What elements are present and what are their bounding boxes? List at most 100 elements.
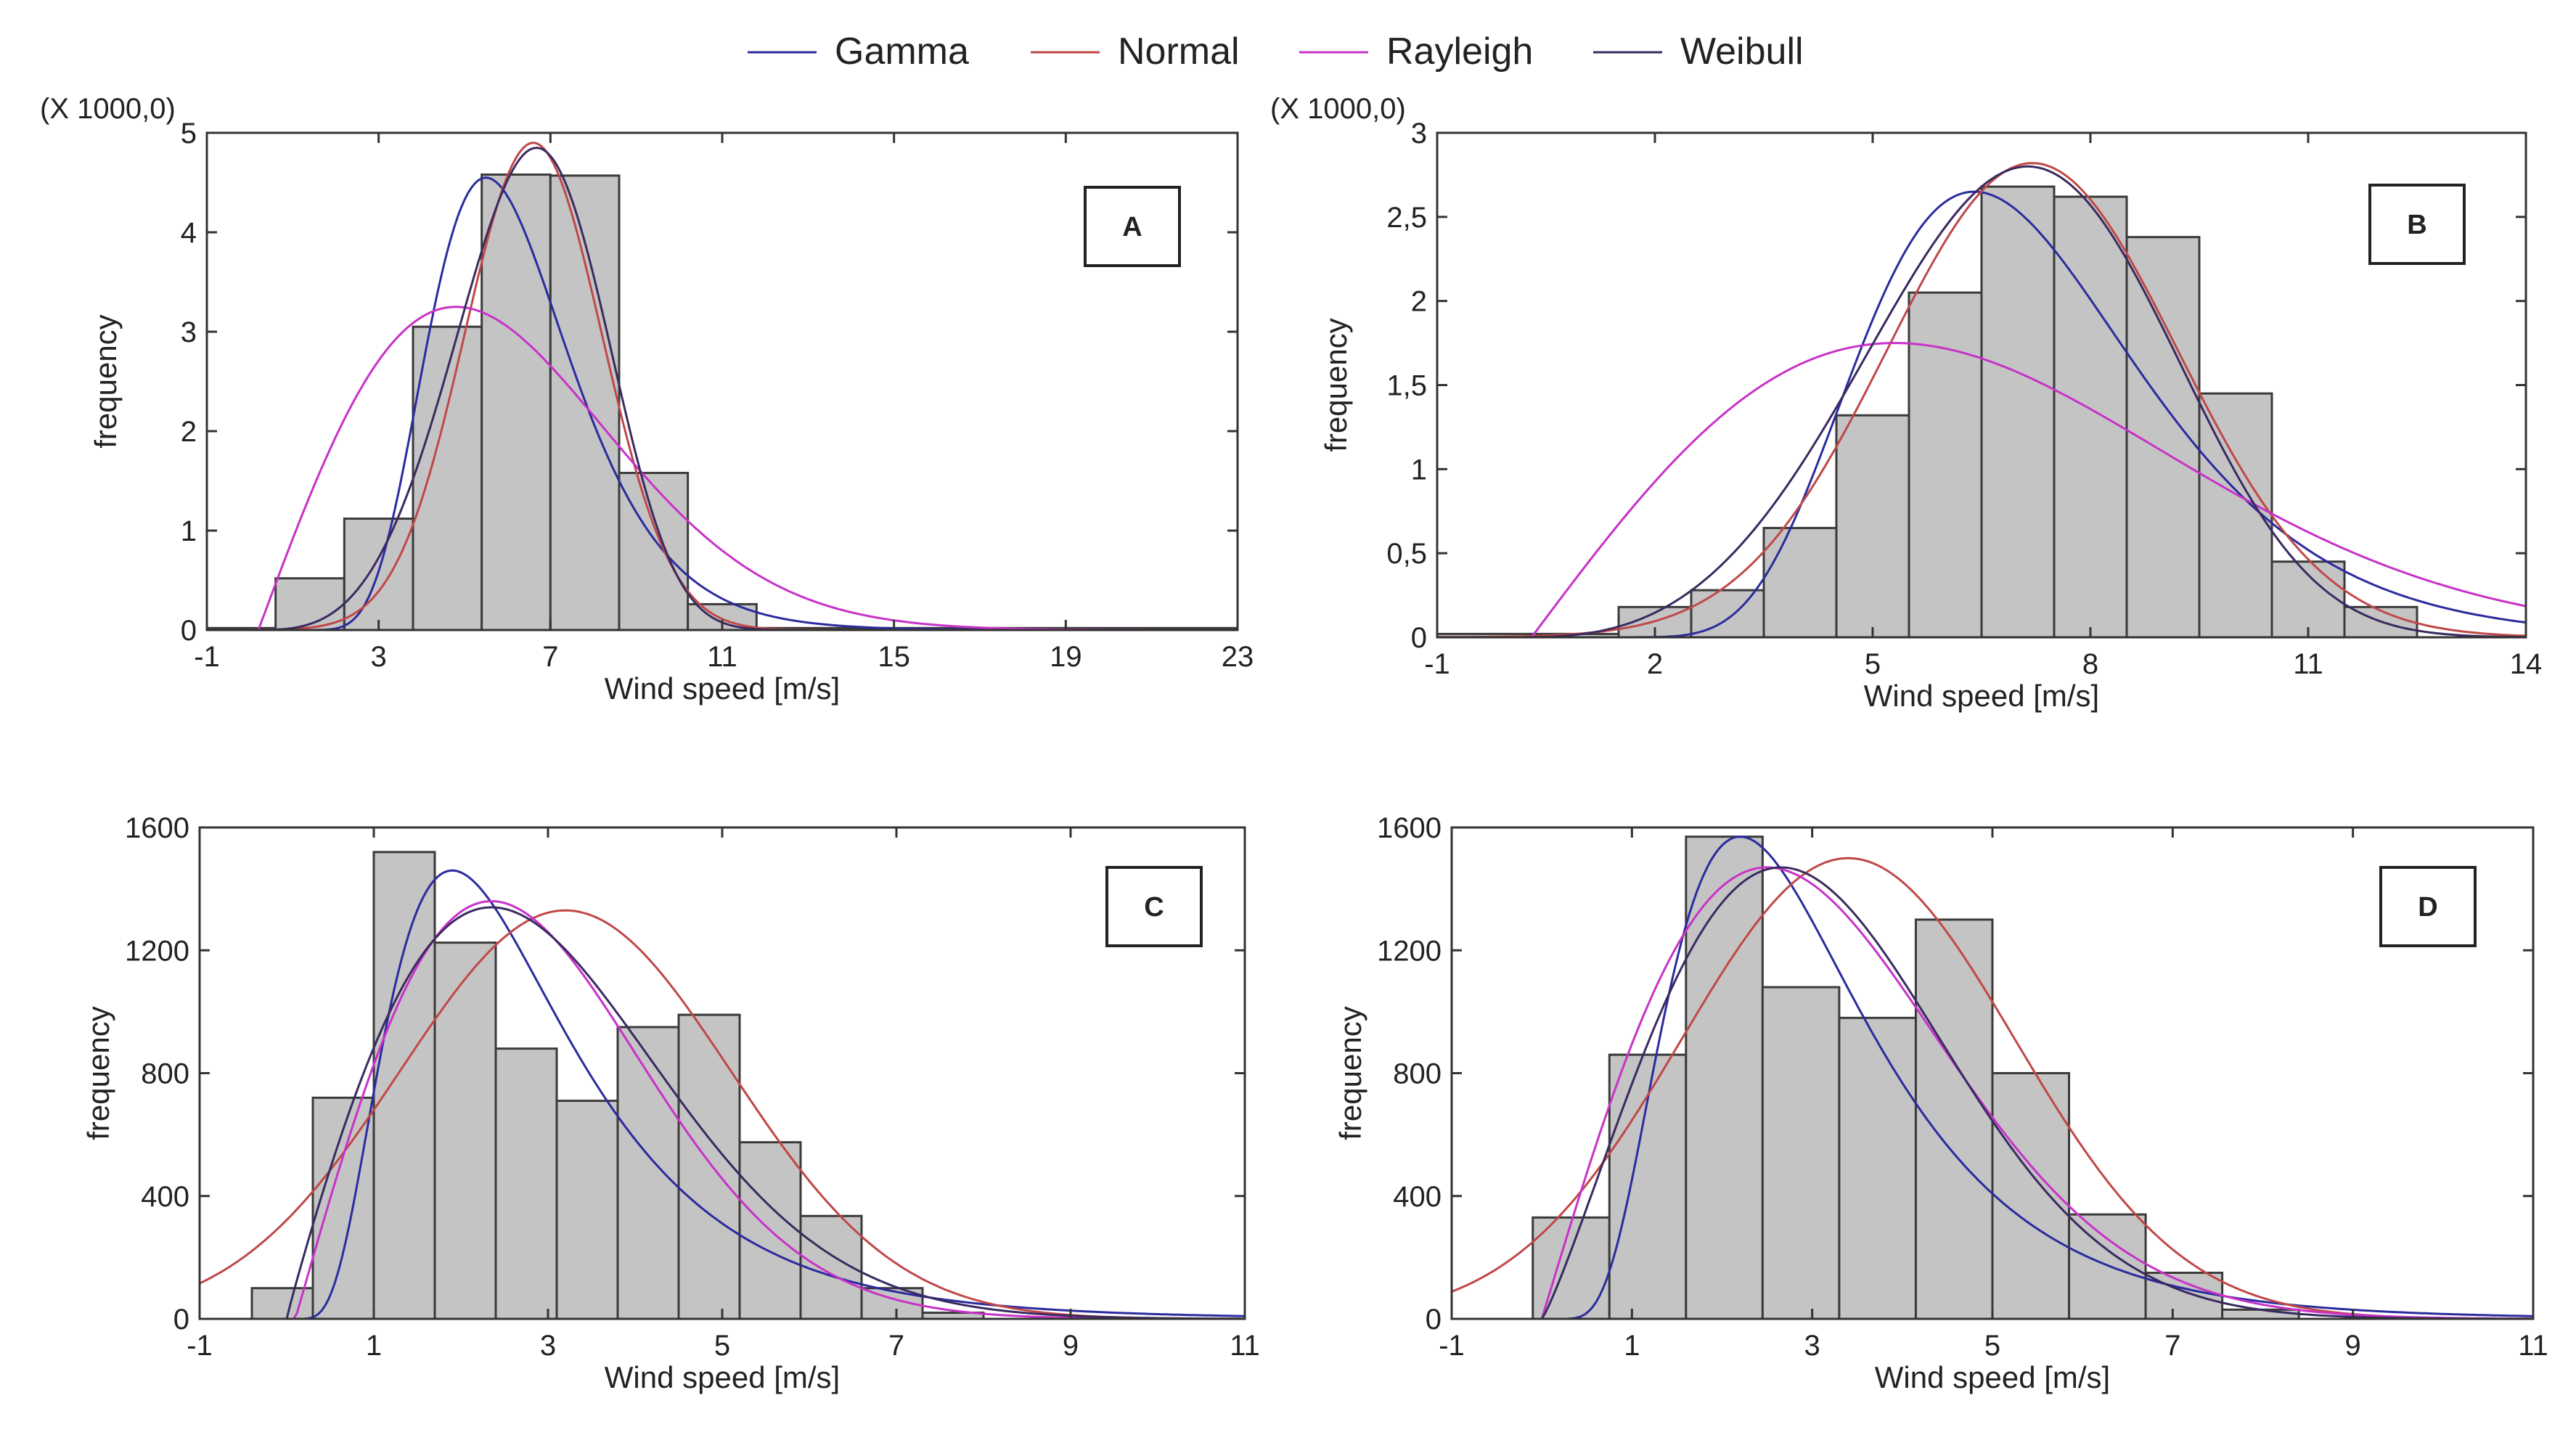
y-tick-label: 3 — [1411, 118, 1427, 150]
histogram-bar — [2198, 392, 2273, 639]
x-tick-label: 8 — [2082, 648, 2098, 680]
x-tick-label: -1 — [194, 641, 220, 673]
histogram-bar — [555, 1100, 619, 1320]
histogram-bar — [2270, 560, 2346, 639]
x-tick-label: 7 — [2164, 1330, 2180, 1362]
x-tick-label: 11 — [2293, 648, 2323, 680]
panel-badge-box — [1105, 866, 1203, 947]
y-axis-label: frequency — [1319, 318, 1353, 451]
legend-item-weibull: Weibull — [1593, 30, 1804, 73]
x-tick-label: 1 — [1624, 1330, 1640, 1362]
legend-item-normal: Normal — [1031, 30, 1240, 73]
x-axis-label: Wind speed [m/s] — [1864, 679, 2099, 713]
panel-badge-label: A — [1122, 212, 1142, 242]
panel-d: -1 1 3 5 7 9 11 0 400 800 1200 1600 Wind speed [m/s]… — [1333, 812, 2548, 1394]
legend-label: Rayleigh — [1386, 30, 1533, 73]
x-axis-label: Wind speed [m/s] — [605, 671, 840, 706]
x-tick-label: 9 — [1063, 1330, 1079, 1362]
x-tick-label: 7 — [542, 641, 558, 673]
y-tick-label: 1600 — [125, 812, 189, 844]
y-tick-label: 4 — [181, 217, 197, 249]
histogram-bar — [677, 1013, 741, 1320]
y-tick-label: 1,5 — [1386, 370, 1427, 402]
histogram-bar — [2221, 1308, 2300, 1320]
y-tick-label: 800 — [1393, 1058, 1442, 1090]
histogram-bar — [1838, 1016, 1917, 1320]
panel-b: -1 2 5 8 11 14 0 0,5 1 1,5 2 2,5 3 Wind speed [m/s] fr… — [1270, 93, 2542, 713]
histogram-bar — [616, 1026, 680, 1320]
x-tick-label: 9 — [2345, 1330, 2361, 1362]
x-tick-label: 19 — [1050, 641, 1082, 673]
panel-c: -1 1 3 5 7 9 11 0 400 800 1200 1600 Wind speed [m/s]… — [81, 812, 1260, 1394]
histogram-bar — [372, 851, 436, 1320]
x-tick-label: -1 — [1424, 648, 1450, 680]
y-tick-label: 0 — [1426, 1304, 1442, 1336]
y-tick-label: 2 — [1411, 286, 1427, 318]
histogram-bar — [2053, 195, 2128, 639]
x-tick-label: 14 — [2510, 648, 2543, 680]
x-tick-label: 15 — [878, 641, 910, 673]
x-tick-label: -1 — [1439, 1330, 1465, 1362]
y-tick-label: 1600 — [1377, 812, 1442, 844]
histogram-bar — [1980, 185, 2056, 639]
legend-label: Normal — [1118, 30, 1240, 73]
curve-rayleigh — [1437, 342, 2527, 639]
y-tick-label: 3 — [181, 316, 197, 348]
y-tick-label: 2,5 — [1386, 202, 1427, 234]
y-tick-label: 0 — [181, 615, 197, 647]
panel-badge-box — [2368, 184, 2466, 265]
axis-multiplier: (X 1000,0) — [40, 93, 176, 125]
x-axis-label: Wind speed [m/s] — [605, 1360, 840, 1394]
y-tick-label: 1 — [1411, 454, 1427, 486]
legend: Gamma Normal Rayleigh Weibull — [748, 30, 1804, 73]
x-tick-label: 5 — [1865, 648, 1881, 680]
x-tick-label: 1 — [366, 1330, 382, 1362]
panel-badge-label: C — [1144, 892, 1164, 923]
y-tick-label: 1200 — [125, 935, 189, 967]
y-tick-label: 5 — [181, 118, 197, 150]
histogram-bar — [1762, 526, 1838, 639]
y-tick-label: 400 — [141, 1181, 189, 1213]
y-tick-label: 0 — [173, 1304, 189, 1336]
x-tick-label: 5 — [714, 1330, 730, 1362]
x-tick-label: 7 — [888, 1330, 904, 1362]
legend-label: Gamma — [835, 30, 969, 73]
x-tick-label: 11 — [2518, 1330, 2548, 1362]
y-tick-label: 0 — [1411, 622, 1427, 654]
histogram-bar — [618, 472, 690, 631]
axis-multiplier: (X 1000,0) — [1270, 93, 1406, 125]
y-tick-label: 2 — [181, 416, 197, 448]
x-tick-label: 2 — [1647, 648, 1663, 680]
x-tick-label: -1 — [187, 1330, 213, 1362]
x-tick-label: 11 — [1230, 1330, 1260, 1362]
legend-item-rayleigh: Rayleigh — [1299, 30, 1533, 73]
legend-label: Weibull — [1680, 30, 1804, 73]
y-axis-label: frequency — [89, 314, 123, 448]
panel-badge-box — [1084, 186, 1181, 267]
histogram-bar — [433, 941, 497, 1320]
x-tick-label: 3 — [371, 641, 387, 673]
histogram-bar — [1908, 291, 1983, 639]
x-tick-label: 11 — [707, 641, 737, 673]
y-tick-label: 0,5 — [1386, 538, 1427, 570]
legend-item-gamma: Gamma — [748, 30, 969, 73]
panel-badge-label: D — [2418, 892, 2437, 923]
y-tick-label: 800 — [141, 1058, 189, 1090]
histogram-bar — [1835, 414, 1910, 639]
x-axis-label: Wind speed [m/s] — [1875, 1360, 2110, 1394]
histogram-bar — [1914, 918, 1994, 1320]
curve-normal — [1436, 162, 2527, 639]
y-axis-label: frequency — [1333, 1006, 1367, 1140]
x-tick-label: 5 — [1984, 1330, 2000, 1362]
y-tick-label: 400 — [1393, 1181, 1442, 1213]
histogram-bar — [1685, 835, 1764, 1320]
histogram-bar — [494, 1047, 558, 1320]
y-tick-label: 1200 — [1377, 935, 1442, 967]
x-tick-label: 3 — [1804, 1330, 1820, 1362]
x-tick-label: 23 — [1222, 641, 1254, 673]
panel-badge-box — [2379, 866, 2477, 947]
panel-badge-label: B — [2407, 210, 2426, 240]
y-tick-label: 1 — [181, 515, 197, 547]
